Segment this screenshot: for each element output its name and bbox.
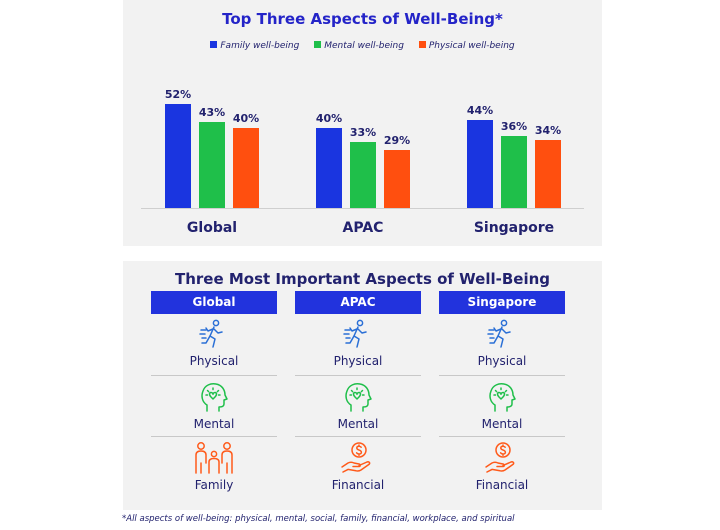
bar-chart: 52% 43% 40% Global 40% 33% 29% APAC 44% 36% 34% Sin… [141,88,584,236]
row-divider [151,375,277,376]
category-label-singapore: Singapore [474,220,554,236]
data-label: 36% [501,120,527,133]
legend-item-family: Family well-being [210,41,299,51]
aspect-label: Financial [475,478,529,492]
bar-global-family [165,104,191,208]
family-icon [151,441,277,475]
head-heart-icon [439,380,565,414]
category-label-apac: APAC [343,220,384,236]
table-title: Three Most Important Aspects of Well-Bei… [174,270,550,288]
aspect-label: Mental [481,417,523,431]
bar-apac-physical [384,150,410,208]
aspect-cell: Physical [439,319,565,368]
aspect-cell: Physical [151,319,277,368]
aspect-label: Physical [189,354,239,368]
aspect-cell: Financial [439,441,565,492]
data-label: 40% [233,112,259,125]
chart-legend: Family well-being Mental well-being Phys… [123,41,602,51]
legend-label-family: Family well-being [220,41,300,51]
aspect-label: Family [194,478,234,492]
hand-dollar-icon [439,441,565,475]
data-label: 33% [350,126,376,139]
row-divider [439,375,565,376]
column-header-global: Global [151,291,277,314]
footnote: *All aspects of well-being: physical, me… [122,514,515,524]
legend-swatch-physical [418,41,426,48]
head-heart-icon [295,380,421,414]
bar-global-physical [233,128,259,208]
category-label-global: Global [187,220,237,236]
row-divider [295,375,421,376]
bar-apac-family [316,128,342,208]
aspect-label: Financial [331,478,385,492]
aspect-cell: Mental [295,380,421,431]
bar-apac-mental [350,142,376,208]
data-label: 44% [467,104,493,117]
aspect-cell: Physical [295,319,421,368]
row-divider [439,436,565,437]
aspect-cell: Mental [439,380,565,431]
hand-dollar-icon [295,441,421,475]
head-heart-icon [151,380,277,414]
chart-title: Top Three Aspects of Well-Being* [222,10,503,28]
data-label: 52% [165,88,191,101]
data-label: 40% [316,112,342,125]
aspect-cell: Financial [295,441,421,492]
running-person-icon [151,319,277,351]
aspect-label: Mental [337,417,379,431]
running-person-icon [295,319,421,351]
row-divider [151,436,277,437]
bar-singapore-mental [501,136,527,208]
aspects-table-panel: Three Most Important Aspects of Well-Bei… [123,261,602,510]
legend-label-mental: Mental well-being [324,41,404,51]
column-header-apac: APAC [295,291,421,314]
legend-item-mental: Mental well-being [314,41,404,51]
aspect-cell: Mental [151,380,277,431]
legend-swatch-mental [314,41,322,48]
bar-chart-panel: Top Three Aspects of Well-Being* Family … [123,0,602,246]
aspect-cell: Family [151,441,277,492]
legend-label-physical: Physical well-being [428,41,515,51]
bar-singapore-family [467,120,493,208]
row-divider [295,436,421,437]
aspect-label: Physical [333,354,383,368]
column-header-singapore: Singapore [439,291,565,314]
bar-singapore-physical [535,140,561,208]
running-person-icon [439,319,565,351]
legend-swatch-family [210,41,218,48]
data-label: 34% [535,124,561,137]
data-label: 43% [199,106,225,119]
data-label: 29% [384,134,410,147]
bar-global-mental [199,122,225,208]
aspect-label: Mental [193,417,235,431]
legend-item-physical: Physical well-being [418,41,515,51]
aspect-label: Physical [477,354,527,368]
